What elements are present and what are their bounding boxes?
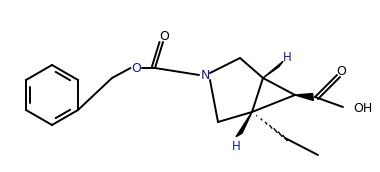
Text: H: H <box>283 51 291 63</box>
Text: O: O <box>159 30 169 42</box>
Text: H: H <box>232 141 241 153</box>
Polygon shape <box>236 112 252 137</box>
Text: O: O <box>336 64 346 78</box>
Text: O: O <box>131 62 141 74</box>
Polygon shape <box>295 94 314 100</box>
Text: OH: OH <box>353 101 372 115</box>
Text: N: N <box>200 68 210 82</box>
Polygon shape <box>263 61 283 78</box>
